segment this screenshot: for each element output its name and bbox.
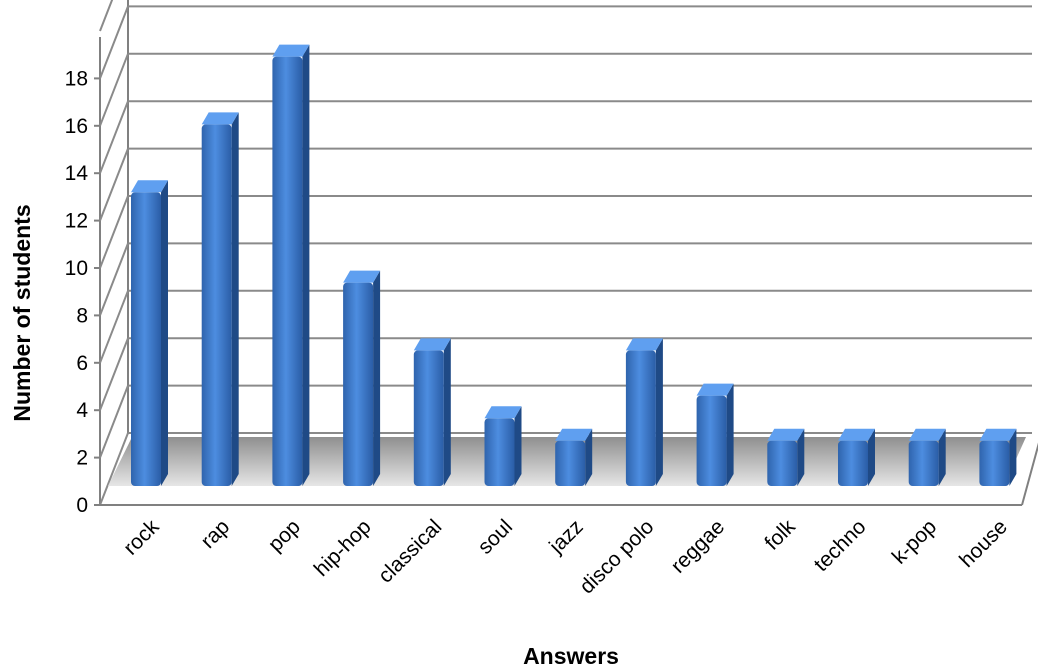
- bar-top: [413, 338, 451, 351]
- gridline-wall: [99, 432, 129, 506]
- bar-top: [272, 44, 310, 57]
- gridline-wall: [99, 243, 129, 316]
- bar-side: [655, 338, 663, 486]
- bar-side: [1009, 428, 1017, 486]
- gridline-wall: [99, 195, 129, 269]
- y-tick-label: 18: [65, 67, 88, 90]
- y-tick-label: 12: [65, 210, 88, 233]
- bar-front: [767, 440, 798, 486]
- bar-side: [514, 406, 522, 486]
- bar-front: [484, 418, 515, 486]
- bar-side: [585, 428, 593, 486]
- bar-rap: [201, 112, 239, 487]
- bar-side: [868, 428, 875, 486]
- bar-top: [767, 428, 805, 441]
- bar-top: [555, 428, 593, 441]
- bar-front: [555, 440, 586, 486]
- bar-rock: [131, 180, 168, 486]
- bar-techno: [838, 428, 875, 486]
- x-tick-label: folk: [760, 515, 800, 555]
- bar-top: [696, 383, 734, 396]
- x-tick-label: pop: [264, 515, 305, 556]
- gridline-wall: [99, 53, 129, 127]
- x-tick-label: house: [955, 515, 1012, 572]
- bar-side: [302, 44, 310, 486]
- x-tick-label: disco polo: [575, 515, 658, 598]
- bar-front: [343, 282, 374, 486]
- bar-top: [838, 428, 875, 441]
- y-tick-label: 16: [65, 115, 88, 138]
- bar-reggae: [696, 383, 734, 486]
- x-tick-label: k-pop: [888, 515, 941, 568]
- bar-top: [201, 112, 239, 125]
- bar-top: [484, 406, 522, 419]
- y-axis-title: Number of students: [9, 204, 35, 421]
- bar-front: [413, 350, 444, 486]
- bar-side: [726, 383, 734, 486]
- y-tick-label: 6: [76, 352, 88, 375]
- bar-soul: [484, 406, 522, 486]
- bar-folk: [767, 428, 805, 486]
- x-tick-label: rock: [119, 515, 164, 560]
- bar-front: [201, 124, 232, 487]
- bar-hip-hop: [343, 270, 381, 486]
- gridline-wall: [99, 385, 129, 458]
- x-tick-label: classical: [374, 515, 446, 587]
- bar-front: [272, 56, 303, 486]
- bar-top: [625, 338, 663, 351]
- gridline-wall: [99, 290, 129, 364]
- y-tick-label: 8: [76, 304, 88, 327]
- bar-top: [131, 180, 168, 193]
- x-tick-label: reggae: [667, 515, 730, 578]
- bar-side: [938, 428, 946, 486]
- y-tick-label: 14: [65, 162, 89, 185]
- x-tick-label: soul: [474, 515, 518, 559]
- floor-right-edge: [1021, 442, 1038, 506]
- bar-front: [908, 440, 939, 486]
- x-tick-label: jazz: [544, 515, 587, 558]
- bar-front: [838, 440, 868, 486]
- y-tick-label: 4: [76, 399, 88, 422]
- bar-front: [131, 192, 161, 486]
- bar-house: [979, 428, 1017, 486]
- x-tick-label: hip-hop: [310, 515, 376, 581]
- bars: [131, 44, 1017, 487]
- bar-side: [231, 112, 239, 487]
- gridline-wall: [99, 0, 114, 32]
- bar-k-pop: [908, 428, 946, 486]
- bar-jazz: [555, 428, 593, 486]
- bar-side: [797, 428, 805, 486]
- x-tick-label: techno: [810, 515, 871, 576]
- gridline-wall: [99, 337, 129, 411]
- bar-side: [373, 270, 381, 486]
- y-tick-label: 2: [76, 447, 88, 470]
- bar-classical: [413, 338, 451, 486]
- gridline-wall: [99, 6, 129, 79]
- bar-pop: [272, 44, 310, 486]
- bar-top: [979, 428, 1017, 441]
- y-tick-label: 10: [65, 257, 88, 280]
- bar-side: [443, 338, 451, 486]
- bar-front: [696, 395, 727, 486]
- chart-walls: [99, 0, 129, 505]
- bar-top: [343, 270, 381, 283]
- y-axis-ticks: 0 2 4 6 8 10 12 14 16 18: [65, 67, 100, 517]
- gridline-wall: [99, 148, 129, 221]
- gridline-wall: [99, 100, 129, 174]
- bar-front: [979, 440, 1010, 486]
- bar-top: [908, 428, 946, 441]
- y-tick-label: 0: [76, 494, 88, 517]
- x-axis-title: Answers: [523, 643, 619, 669]
- bar-disco-polo: [625, 338, 663, 486]
- bar-side: [161, 180, 168, 486]
- bar-front: [625, 350, 656, 486]
- x-tick-label: rap: [197, 515, 235, 553]
